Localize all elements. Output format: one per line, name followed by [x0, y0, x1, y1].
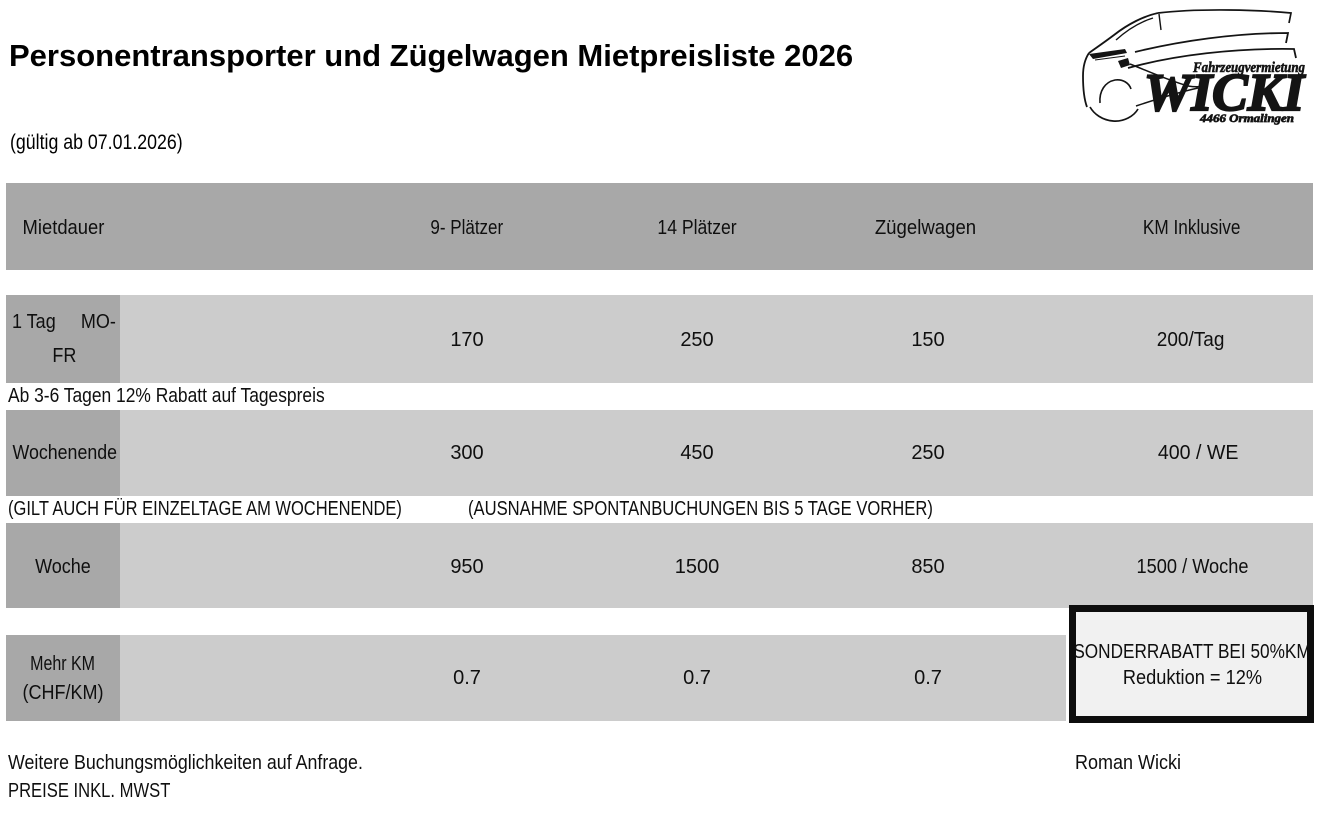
svg-text:WICKI: WICKI [1144, 64, 1306, 122]
svg-text:Fahrzeugvermietung: Fahrzeugvermietung [1192, 60, 1305, 76]
svg-text:4466 Ormalingen: 4466 Ormalingen [1199, 113, 1294, 125]
